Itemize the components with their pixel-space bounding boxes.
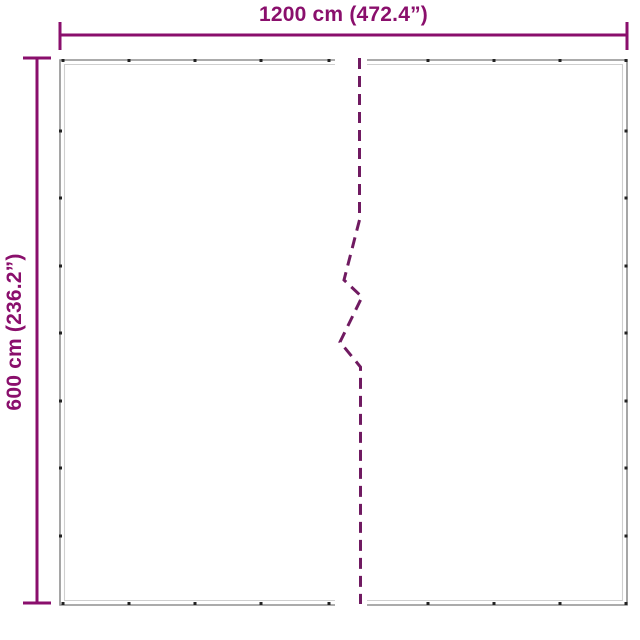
break-line (338, 58, 364, 604)
tarp-left-panel (59, 59, 335, 606)
tarp-right-panel (367, 59, 628, 606)
width-dimension-label: 1200 cm (472.4”) (259, 3, 428, 26)
width-dimension-line (58, 22, 629, 50)
grommets (59, 59, 628, 605)
height-dimension-line (23, 56, 51, 605)
